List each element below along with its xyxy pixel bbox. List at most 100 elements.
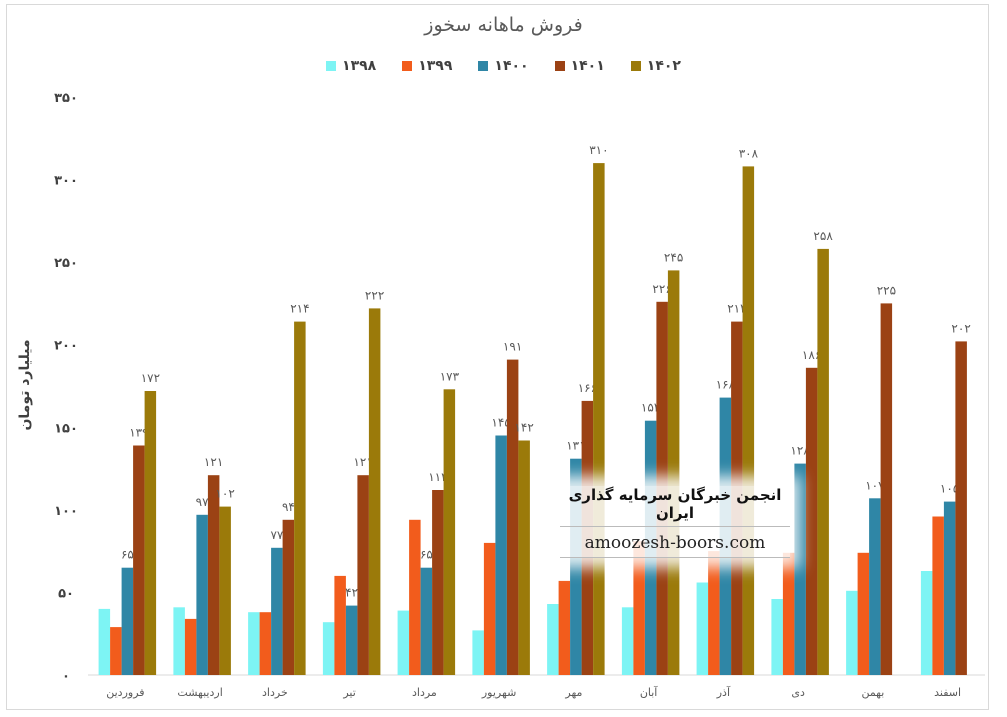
data-label: ۱۹۱	[503, 340, 522, 354]
legend-label: ۱۴۰۲	[646, 58, 681, 74]
x-tick-label: آذر	[716, 685, 731, 699]
data-label: ۷۷	[270, 528, 283, 542]
data-label: ۱۱۲	[428, 470, 447, 484]
legend-swatch	[478, 61, 489, 71]
data-label: ۲۴۵	[664, 250, 683, 264]
bar	[144, 391, 157, 675]
chart-title: فروش ماهانه سخوز	[424, 14, 583, 36]
legend-item: ۱۳۹۸	[326, 58, 376, 74]
bar	[173, 607, 185, 675]
y-tick-label: ۵۰	[58, 586, 74, 601]
data-label: ۱۷۳	[440, 369, 460, 383]
bar	[621, 607, 634, 675]
legend-item: ۱۴۰۲	[630, 58, 681, 74]
bar	[483, 542, 496, 675]
y-tick-label: ۲۵۰	[54, 256, 78, 271]
bar	[518, 440, 530, 675]
x-tick-label: اردیبهشت	[177, 686, 222, 699]
data-label: ۲۱۴	[290, 302, 309, 316]
legend-label: ۱۴۰۱	[570, 58, 605, 74]
bar	[98, 608, 111, 675]
y-tick-label: ۲۰۰	[54, 339, 78, 354]
legend-swatch	[630, 61, 641, 71]
data-label: ۲۲۲	[365, 288, 384, 302]
bar	[368, 308, 381, 675]
bar	[420, 567, 433, 675]
data-label: ۱۲۸	[790, 444, 810, 458]
bar	[110, 627, 122, 675]
bar	[432, 490, 444, 675]
bar	[294, 321, 306, 675]
data-label: ۱۲۱	[204, 455, 223, 469]
x-tick-label: دی	[791, 686, 805, 699]
bar	[708, 551, 720, 675]
bar	[570, 458, 582, 675]
watermark-url: amoozesh-boors.com	[560, 527, 790, 558]
data-label: ۱۶۶	[578, 381, 597, 395]
data-label: ۱۴۵	[491, 416, 510, 430]
legend-item: ۱۴۰۰	[478, 58, 529, 74]
data-label: ۱۰۵	[940, 482, 959, 496]
data-label: ۱۰۷	[865, 478, 885, 492]
bar	[121, 567, 134, 675]
bar	[357, 475, 369, 675]
data-label: ۱۲۱	[353, 455, 372, 469]
bar	[506, 359, 519, 675]
data-label: ۶۵	[420, 548, 433, 562]
bar	[742, 166, 755, 675]
data-label: ۱۶۸	[716, 378, 736, 392]
x-tick-label: فروردین	[106, 686, 144, 699]
data-label: ۱۳۹	[129, 426, 148, 440]
bar	[880, 303, 893, 675]
bar	[495, 435, 507, 675]
data-label: ۲۰۲	[951, 321, 970, 335]
data-label: ۹۴	[282, 500, 295, 514]
bar	[817, 248, 829, 675]
data-label: ۲۲۶	[652, 282, 671, 296]
data-label: ۱۷۲	[141, 371, 160, 385]
x-tick-label: خرداد	[262, 686, 288, 699]
y-tick-label: ۱۰۰	[54, 504, 78, 519]
x-tick-label: مهر	[564, 686, 582, 699]
y-tick-label: ۳۵۰	[54, 91, 78, 106]
data-label: ۲۲۵	[877, 283, 896, 297]
bar	[345, 605, 358, 675]
x-tick-label: بهمن	[861, 686, 884, 699]
bar	[794, 463, 806, 675]
bar	[184, 618, 197, 675]
legend-label: ۱۴۰۰	[494, 58, 529, 74]
bar	[869, 498, 881, 675]
bar	[696, 582, 709, 675]
legend-swatch	[326, 61, 337, 71]
bar	[133, 445, 145, 675]
bar	[943, 501, 956, 675]
bar	[932, 516, 944, 675]
x-tick-label: مرداد	[412, 686, 437, 699]
bar	[248, 612, 260, 675]
bar	[282, 519, 295, 675]
bar	[558, 580, 571, 675]
x-tick-label: آبان	[640, 685, 658, 699]
bar	[334, 575, 346, 675]
bar	[633, 541, 645, 675]
data-label: ۱۸۶	[802, 348, 821, 362]
legend-item: ۱۴۰۱	[554, 58, 605, 74]
bar	[219, 506, 231, 675]
legend-item: ۱۳۹۹	[402, 58, 452, 74]
bar	[547, 604, 559, 675]
data-label: ۹۷	[196, 495, 209, 509]
legend-swatch	[402, 61, 413, 71]
x-tick-label: شهریور	[481, 686, 516, 699]
bar	[857, 552, 870, 675]
legend-label: ۱۳۹۹	[418, 58, 453, 74]
bar	[196, 514, 208, 675]
y-tick-label: ۰	[62, 669, 70, 684]
bar	[409, 519, 421, 675]
bar	[271, 547, 283, 675]
data-label: ۲۱۴	[727, 302, 746, 316]
data-label: ۳۱۰	[589, 143, 608, 157]
bar	[771, 599, 783, 675]
bar	[782, 552, 795, 675]
bar	[955, 341, 967, 675]
